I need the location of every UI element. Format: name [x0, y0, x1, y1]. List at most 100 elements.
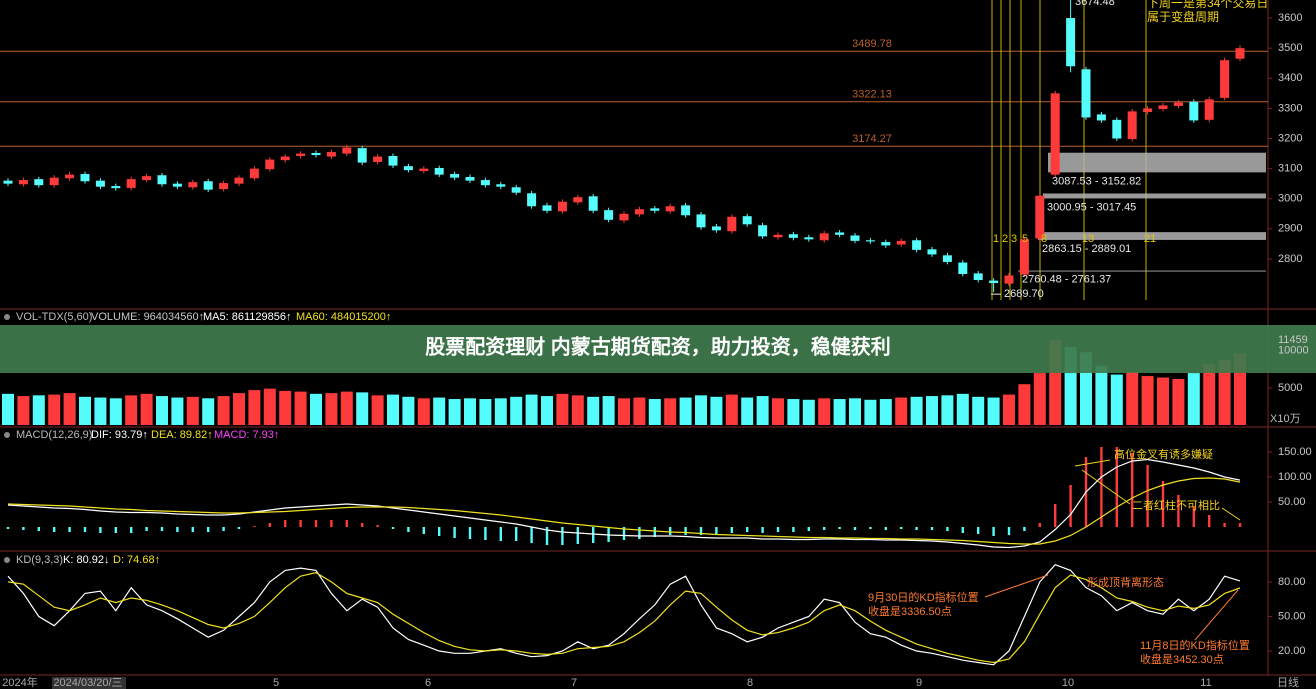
- legend-icon: [4, 432, 10, 438]
- candle-body: [942, 255, 952, 262]
- candle-body: [912, 240, 922, 250]
- macd-line: [7, 477, 1241, 545]
- volume-bar: [1126, 371, 1139, 425]
- zone-label: 3000.95 - 3017.45: [1047, 201, 1136, 213]
- macd-bar: [576, 527, 579, 544]
- annotation-arrow: [1081, 469, 1131, 505]
- candle-body: [604, 210, 614, 220]
- banner-text: 股票配资理财 内蒙古期货配资，助力投资，稳健获利: [425, 334, 891, 358]
- y-tick-label: 80.00: [1278, 576, 1306, 588]
- candle-body: [1096, 114, 1106, 121]
- candle-body: [511, 187, 521, 193]
- volume-bar: [1018, 384, 1031, 425]
- candle-body: [219, 183, 229, 190]
- candle-body: [1050, 93, 1060, 175]
- volume-bar: [140, 393, 153, 425]
- panel-title: VOL-TDX(5,60): [16, 311, 92, 323]
- panel-title: KD(9,3,3): [16, 554, 63, 566]
- y-tick-label: 11459: [1278, 334, 1308, 346]
- candle-body: [711, 226, 721, 231]
- candle-body: [758, 225, 768, 237]
- macd-bar: [407, 527, 410, 532]
- candle-body: [1019, 239, 1029, 275]
- legend-item: DEA: 89.82↑: [151, 429, 213, 441]
- candle-body: [634, 209, 644, 215]
- annotation: 高位金叉有诱多嫌疑: [1114, 447, 1213, 461]
- volume-bar: [541, 396, 553, 425]
- volume-bar: [956, 393, 969, 425]
- macd-bar: [776, 527, 780, 532]
- volume-bar: [556, 393, 569, 425]
- volume-bar: [648, 399, 661, 425]
- candle-body: [296, 153, 306, 156]
- candle-body: [403, 166, 413, 171]
- macd-bar: [1223, 523, 1226, 527]
- banner-background: [0, 325, 1316, 373]
- candle-body: [450, 174, 460, 178]
- macd-bar: [422, 527, 425, 534]
- macd-bar: [207, 527, 210, 532]
- y-tick-label: 3100: [1278, 163, 1302, 175]
- macd-bar: [499, 527, 502, 541]
- macd-bar: [900, 527, 903, 529]
- fib-count: 21: [1144, 233, 1156, 245]
- volume-bar: [756, 396, 769, 425]
- volume-bar: [695, 395, 707, 425]
- x-label: 6: [425, 677, 431, 689]
- macd-bar: [930, 527, 934, 530]
- macd-bar: [977, 527, 980, 534]
- y-tick-label: 10000: [1278, 345, 1309, 357]
- volume-bar: [510, 396, 523, 425]
- volume-bar: [879, 399, 892, 425]
- candle-body: [542, 205, 552, 211]
- annotation-arrow: [1221, 507, 1241, 521]
- fib-count: 5: [1022, 233, 1028, 245]
- candle-body: [619, 213, 629, 221]
- volume-bar: [479, 399, 492, 425]
- candle-body: [434, 168, 444, 175]
- legend-item: VOLUME: 964034560↑: [91, 311, 204, 323]
- volume-bar: [217, 396, 230, 425]
- macd-bar: [638, 527, 641, 539]
- macd-bar: [376, 525, 379, 527]
- candle-body: [835, 232, 845, 235]
- macd-bar: [730, 527, 733, 533]
- extreme-label: 3674.48: [1075, 0, 1115, 8]
- volume-bar: [787, 399, 800, 425]
- annotation-arrow: [1194, 589, 1239, 641]
- annotation-arrow: [1074, 459, 1111, 467]
- y-tick-label: 3400: [1278, 72, 1302, 84]
- macd-bar: [669, 527, 672, 535]
- volume-bar: [448, 399, 461, 425]
- macd-bar: [1192, 506, 1195, 527]
- volume-bar: [972, 396, 985, 425]
- macd-bar: [884, 527, 887, 530]
- legend-item: K: 80.92↓: [63, 554, 109, 566]
- volume-bar: [79, 396, 91, 425]
- volume-bar: [2, 393, 14, 425]
- zone: [1038, 232, 1266, 240]
- x-label: 9: [916, 677, 922, 689]
- annotation: 二者红柱不可相比: [1132, 498, 1220, 512]
- volume-bar: [1187, 373, 1200, 425]
- volume-bar: [125, 395, 138, 425]
- candle-body: [265, 159, 275, 170]
- annotation: 9月30日的KD指标位置: [868, 590, 979, 604]
- macd-bar: [1007, 527, 1011, 535]
- volume-bar: [941, 395, 954, 425]
- macd-bar: [715, 527, 718, 534]
- volume-bar: [618, 398, 630, 425]
- macd-bar: [807, 527, 810, 531]
- volume-bar: [202, 398, 215, 425]
- candle-body: [727, 216, 737, 232]
- candle-body: [357, 148, 367, 163]
- kd-line: [7, 563, 1241, 666]
- macd-bar: [1177, 495, 1180, 527]
- candle-body: [373, 156, 383, 162]
- fib-count: 1: [993, 233, 999, 245]
- volume-bar: [109, 398, 122, 425]
- macd-bar: [653, 527, 656, 537]
- candle-body: [1127, 111, 1137, 140]
- candle-body: [1066, 18, 1076, 67]
